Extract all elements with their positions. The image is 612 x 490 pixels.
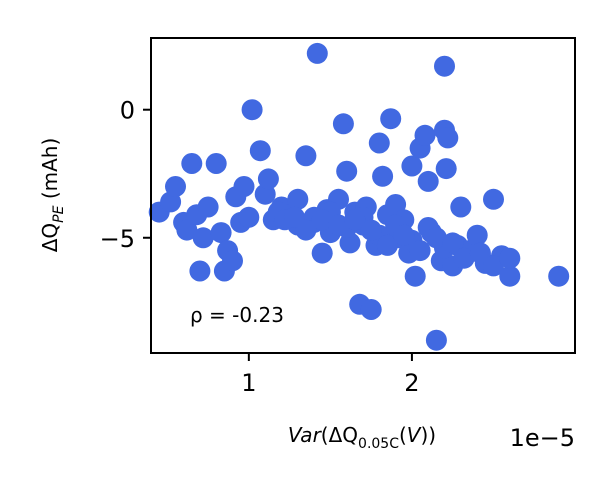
data-point-63 xyxy=(450,196,472,218)
data-point-94 xyxy=(469,242,491,264)
data-point-88 xyxy=(377,234,398,256)
data-point-10 xyxy=(205,153,227,174)
data-point-89 xyxy=(393,224,415,246)
data-point-70 xyxy=(548,265,570,287)
data-point-11 xyxy=(210,222,232,244)
plot-frame xyxy=(150,37,576,354)
data-point-87 xyxy=(360,219,382,241)
data-point-95 xyxy=(483,255,504,277)
data-point-17 xyxy=(233,176,255,197)
data-point-96 xyxy=(499,247,521,269)
y-axis-label: ΔQPE (mAh) xyxy=(38,138,67,253)
data-point-22 xyxy=(257,168,279,190)
data-point-55 xyxy=(417,170,439,192)
data-point-52 xyxy=(404,265,426,287)
data-point-90 xyxy=(409,240,431,262)
data-point-2 xyxy=(165,176,186,197)
data-point-4 xyxy=(176,219,198,241)
data-point-18 xyxy=(238,206,260,228)
data-point-29 xyxy=(306,42,328,64)
data-point-57 xyxy=(425,329,447,351)
data-point-51 xyxy=(401,155,423,177)
data-point-9 xyxy=(197,196,219,218)
x-axis-label: Var(ΔQ0.05C(V)) xyxy=(288,423,436,452)
data-point-99 xyxy=(284,206,305,228)
data-point-71 xyxy=(434,55,455,77)
data-point-34 xyxy=(332,113,354,135)
data-point-60 xyxy=(437,127,459,149)
ticks-layer: 1 2 0 −5 xyxy=(100,97,420,397)
x-tick-label-0: 1 xyxy=(241,369,256,397)
x-tick-label-1: 2 xyxy=(404,369,419,397)
y-tick-label-1: −5 xyxy=(100,225,135,253)
data-point-54 xyxy=(414,124,436,146)
data-point-93 xyxy=(453,247,475,269)
data-point-65 xyxy=(466,224,488,246)
data-point-35 xyxy=(336,160,358,182)
y-tick-label-0: 0 xyxy=(120,97,135,125)
data-point-92 xyxy=(442,232,464,254)
data-point-7 xyxy=(189,260,211,282)
data-point-14 xyxy=(222,250,243,272)
data-point-20 xyxy=(249,140,271,162)
data-point-91 xyxy=(425,227,447,249)
data-point-84 xyxy=(311,209,333,231)
data-point-44 xyxy=(372,165,394,187)
data-point-19 xyxy=(241,99,263,121)
data-point-27 xyxy=(295,145,317,167)
data-point-5 xyxy=(181,153,203,174)
data-point-8 xyxy=(192,227,214,249)
data-point-72 xyxy=(435,158,457,180)
data-point-46 xyxy=(380,108,402,130)
data-point-69 xyxy=(499,265,521,287)
data-point-41 xyxy=(360,299,382,320)
correlation-annotation: ρ = -0.23 xyxy=(190,303,284,327)
data-point-30 xyxy=(311,242,333,264)
data-point-43 xyxy=(368,132,390,154)
points-layer xyxy=(148,42,570,351)
data-point-85 xyxy=(328,214,349,236)
x-axis-offset-text: 1e−5 xyxy=(510,424,575,452)
data-point-26 xyxy=(287,188,309,210)
data-point-86 xyxy=(344,209,366,231)
data-point-67 xyxy=(483,188,504,210)
